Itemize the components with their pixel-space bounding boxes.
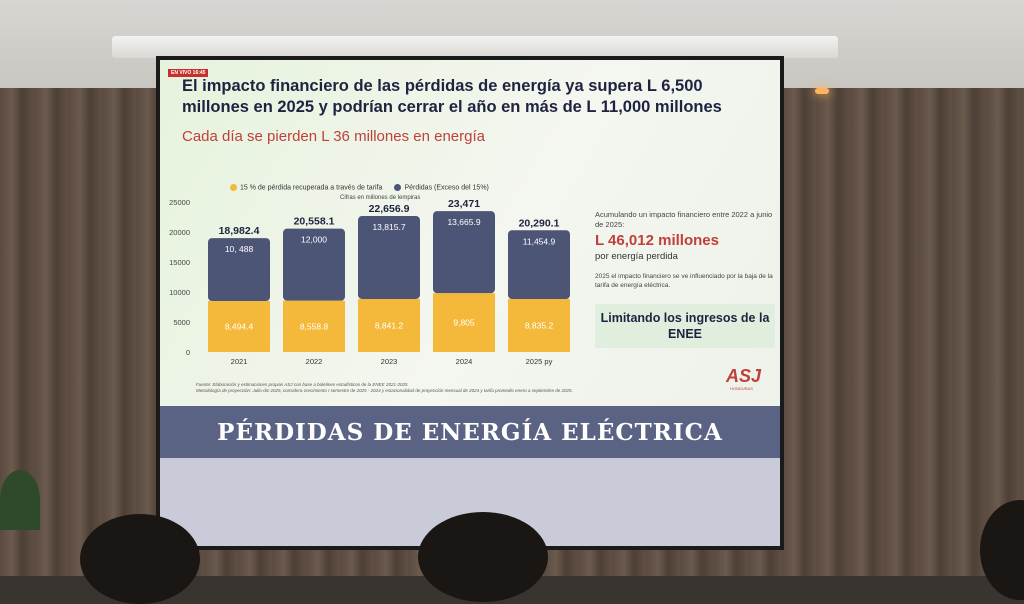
bar-segment [283, 300, 345, 352]
x-tick-label: 2025 py [526, 357, 553, 366]
y-tick-label: 5000 [173, 318, 190, 327]
bar-segment [208, 301, 270, 352]
panel-note: 2025 el impacto financiero se ve influen… [595, 273, 773, 289]
summary-panel: Acumulando un impacto financiero entre 2… [595, 210, 775, 348]
bar-value-label: 9,805 [453, 318, 475, 328]
bar-value-label: 8,841.2 [375, 320, 404, 330]
bar-segment [508, 298, 570, 352]
source-line-1: Fuente: Elaboración y estimaciones propi… [196, 382, 408, 387]
bar-total-label: 23,471 [448, 198, 480, 210]
bar-segment [433, 293, 495, 352]
bar-segment [208, 238, 270, 302]
legend-label-losses: Pérdidas (Exceso del 15%) [404, 184, 489, 192]
audience-head-center [418, 512, 548, 602]
asj-logo: ASJ [726, 366, 762, 386]
bar-value-label: 12,000 [301, 235, 327, 245]
bar-value-label: 8,558.8 [300, 321, 329, 331]
bar-total-label: 20,290.1 [519, 217, 560, 229]
x-tick-label: 2024 [456, 357, 473, 366]
asj-logo-sub: HONDURAS [730, 386, 753, 391]
bar-value-label: 8,835.2 [525, 320, 554, 330]
bar-value-label: 10, 488 [225, 244, 254, 254]
y-tick-label: 25000 [169, 198, 190, 207]
legend-swatch-yellow [230, 184, 237, 191]
audience-head-left [80, 514, 200, 604]
panel-highlight-box: Limitando los ingresos de la ENEE [595, 304, 775, 348]
projector-screen-housing [112, 36, 838, 58]
chart-area: 15 % de pérdida recuperada a través de t… [160, 178, 580, 378]
bar-total-label: 18,982.4 [219, 225, 260, 237]
y-tick-label: 20000 [169, 228, 190, 237]
projector-screen: EN VIVO 16:45 El impacto financiero de l… [160, 60, 780, 546]
banner-text: PÉRDIDAS DE ENERGÍA ELÉCTRICA [217, 418, 723, 446]
bar-segment [358, 216, 420, 299]
y-tick-label: 10000 [169, 288, 190, 297]
slide-title: El impacto financiero de las pérdidas de… [182, 77, 722, 116]
chart-note: Cifras en millones de lempiras [340, 195, 421, 201]
plant [0, 470, 40, 530]
bar-value-label: 8,494.4 [225, 322, 254, 332]
x-tick-label: 2021 [231, 357, 248, 366]
bar-segment [508, 230, 570, 299]
bar-value-label: 13,665.9 [447, 217, 480, 227]
bar-value-label: 11,454.9 [523, 236, 556, 246]
x-tick-label: 2023 [381, 357, 398, 366]
bar-total-label: 20,558.1 [294, 216, 335, 228]
bar-segment [433, 211, 495, 294]
legend-swatch-blue [394, 184, 402, 191]
slide-subtitle: Cada día se pierden L 36 millones en ene… [182, 128, 485, 145]
legend-item-recovered: 15 % de pérdida recuperada a través de t… [230, 184, 382, 191]
source-note: Fuente: Elaboración y estimaciones propi… [196, 382, 576, 394]
ceiling-lamp-icon [815, 88, 829, 94]
source-line-2: Metodología de proyección: Julio-dic-202… [196, 388, 573, 393]
y-tick-label: 15000 [169, 258, 190, 267]
y-tick-label: 0 [186, 348, 190, 357]
x-tick-label: 2022 [306, 357, 323, 366]
bar-segment [358, 298, 420, 352]
legend-item-losses: Pérdidas (Exceso del 15%) [394, 184, 489, 192]
panel-intro: Acumulando un impacto financiero entre 2… [595, 210, 773, 229]
live-badge: EN VIVO 16:45 [168, 69, 209, 77]
panel-amount: L 46,012 millones [595, 232, 719, 249]
bar-segment [283, 228, 345, 301]
stacked-bar-chart: 0 5000 10000 15000 20000 25000 8,494.4 10, 488 1… [169, 198, 570, 366]
bar-value-label: 13,815.7 [372, 222, 405, 232]
legend-label-recovered: 15 % de pérdida recuperada a través de t… [240, 184, 383, 192]
bar-total-label: 22,656.9 [369, 203, 410, 215]
chart-legend: 15 % de pérdida recuperada a través de t… [230, 184, 489, 191]
slide: EN VIVO 16:45 El impacto financiero de l… [160, 60, 780, 406]
panel-amount-sub: por energía perdida [595, 251, 678, 262]
title-banner: PÉRDIDAS DE ENERGÍA ELÉCTRICA [160, 406, 780, 458]
